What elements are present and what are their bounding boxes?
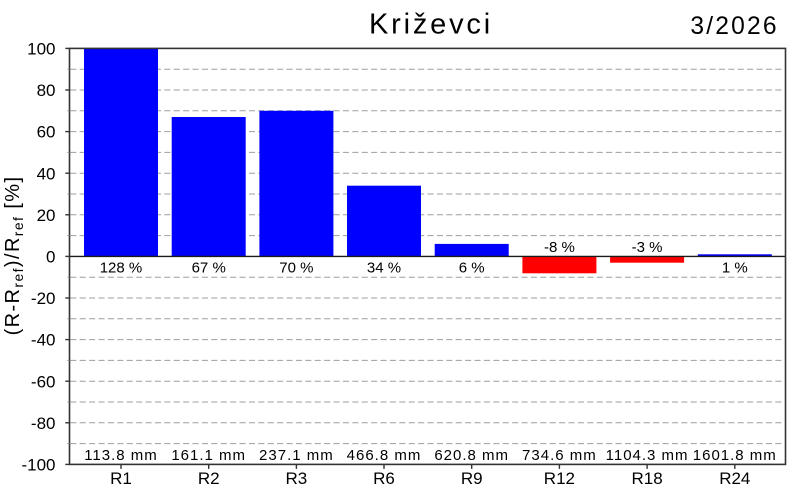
svg-text:60: 60: [37, 123, 56, 142]
svg-text:-8 %: -8 %: [544, 239, 575, 256]
svg-text:1104.3 mm: 1104.3 mm: [606, 447, 689, 464]
svg-text:1 %: 1 %: [722, 259, 748, 276]
svg-text:(R-Rref)/Rref [%]: (R-Rref)/Rref [%]: [2, 176, 26, 336]
svg-text:-60: -60: [31, 372, 56, 391]
svg-text:237.1 mm: 237.1 mm: [259, 447, 334, 464]
svg-text:R18: R18: [632, 469, 663, 488]
svg-text:161.1 mm: 161.1 mm: [171, 447, 246, 464]
svg-text:100: 100: [27, 40, 55, 59]
svg-text:R24: R24: [719, 469, 750, 488]
svg-text:Križevci: Križevci: [369, 9, 493, 41]
svg-text:734.6 mm: 734.6 mm: [522, 447, 597, 464]
svg-text:67 %: 67 %: [192, 259, 226, 276]
svg-text:R6: R6: [373, 469, 395, 488]
svg-text:R1: R1: [110, 469, 132, 488]
svg-text:R12: R12: [544, 469, 575, 488]
svg-text:-3 %: -3 %: [632, 239, 663, 256]
svg-text:70 %: 70 %: [279, 259, 313, 276]
svg-text:0: 0: [46, 248, 55, 267]
svg-text:-40: -40: [31, 331, 56, 350]
svg-text:80: 80: [37, 81, 56, 100]
svg-text:620.8 mm: 620.8 mm: [434, 447, 509, 464]
svg-text:20: 20: [37, 206, 56, 225]
svg-text:-20: -20: [31, 289, 56, 308]
svg-text:3/2026: 3/2026: [690, 13, 778, 40]
svg-text:R3: R3: [286, 469, 308, 488]
svg-text:466.8 mm: 466.8 mm: [347, 447, 422, 464]
svg-text:R9: R9: [461, 469, 483, 488]
svg-text:R2: R2: [198, 469, 220, 488]
svg-text:6 %: 6 %: [459, 259, 485, 276]
svg-text:34 %: 34 %: [367, 259, 401, 276]
svg-text:113.8 mm: 113.8 mm: [84, 447, 158, 464]
svg-text:-100: -100: [21, 456, 55, 475]
svg-text:-80: -80: [31, 414, 56, 433]
svg-text:1601.8 mm: 1601.8 mm: [693, 447, 777, 464]
svg-text:128 %: 128 %: [100, 259, 143, 276]
svg-text:40: 40: [37, 164, 56, 183]
